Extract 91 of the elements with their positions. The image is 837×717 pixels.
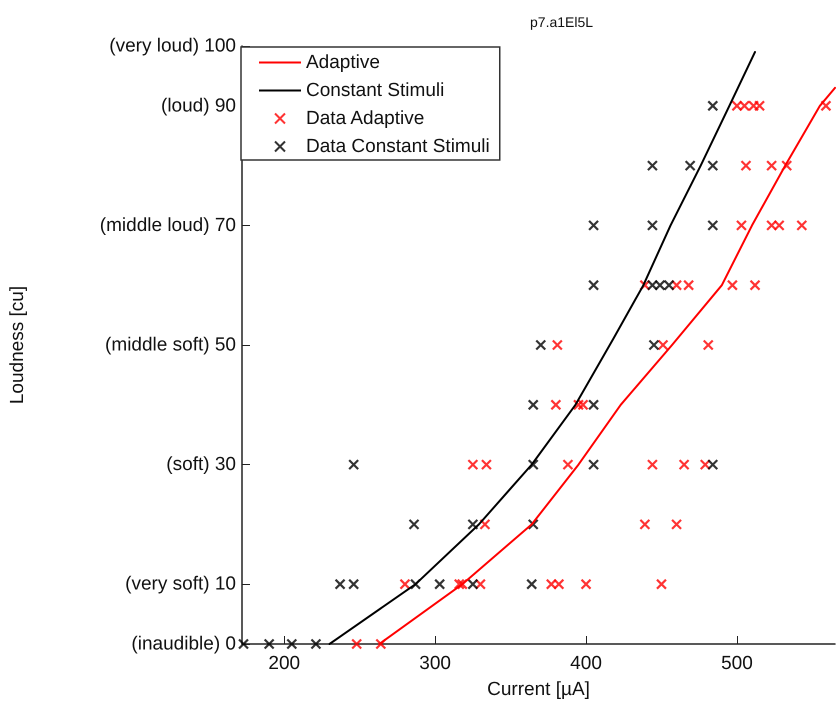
y-tick-label: (soft) 30 bbox=[166, 454, 236, 476]
point bbox=[334, 578, 346, 590]
point bbox=[670, 280, 682, 291]
point bbox=[639, 518, 650, 530]
point bbox=[588, 220, 600, 231]
x-tick-label: 500 bbox=[721, 653, 753, 674]
point bbox=[646, 160, 658, 172]
point bbox=[754, 100, 766, 112]
point bbox=[399, 578, 411, 590]
point bbox=[639, 280, 650, 291]
x-tick-label: 200 bbox=[268, 653, 300, 674]
legend-label: Data Constant Stimuli bbox=[306, 136, 490, 157]
point bbox=[796, 220, 808, 231]
point bbox=[707, 220, 718, 231]
point bbox=[707, 100, 718, 112]
point bbox=[740, 160, 752, 172]
point bbox=[702, 339, 714, 351]
point bbox=[646, 220, 658, 231]
point bbox=[572, 399, 584, 410]
point bbox=[766, 160, 778, 172]
point bbox=[736, 220, 748, 231]
point bbox=[678, 459, 690, 470]
y-tick-label: (inaudible) 0 bbox=[131, 634, 236, 654]
point bbox=[646, 280, 658, 291]
point bbox=[528, 459, 539, 470]
point bbox=[479, 518, 491, 530]
point bbox=[588, 399, 600, 410]
x-axis-title: Current [µA] bbox=[487, 679, 590, 700]
point bbox=[670, 518, 682, 530]
point bbox=[434, 578, 446, 590]
point bbox=[748, 100, 760, 112]
point bbox=[528, 399, 539, 410]
point bbox=[375, 638, 386, 650]
y-tick-label: (middle loud) 70 bbox=[100, 214, 236, 236]
point bbox=[684, 160, 696, 172]
legend-label: Constant Stimuli bbox=[306, 80, 444, 101]
point bbox=[781, 160, 792, 172]
point bbox=[410, 578, 422, 590]
x-tick-label: 300 bbox=[419, 653, 451, 674]
point bbox=[648, 339, 660, 351]
point bbox=[480, 459, 492, 470]
x-tick-label: 400 bbox=[570, 653, 602, 674]
point bbox=[580, 578, 592, 590]
point bbox=[683, 280, 694, 291]
point bbox=[264, 638, 275, 650]
point bbox=[408, 518, 420, 530]
legend-label: Data Adaptive bbox=[306, 108, 424, 129]
point bbox=[738, 100, 750, 112]
point bbox=[707, 459, 718, 470]
point bbox=[474, 578, 486, 590]
point bbox=[774, 220, 785, 231]
point bbox=[766, 220, 778, 231]
point bbox=[467, 459, 478, 470]
point bbox=[348, 459, 360, 470]
y-tick-label: (very soft) 10 bbox=[125, 574, 236, 595]
point bbox=[467, 578, 478, 590]
point bbox=[550, 399, 562, 410]
point bbox=[700, 459, 711, 470]
point bbox=[535, 339, 546, 351]
y-tick-label: (middle soft) 50 bbox=[105, 334, 236, 356]
point bbox=[562, 459, 574, 470]
point bbox=[526, 578, 538, 590]
point bbox=[820, 100, 832, 112]
point bbox=[310, 638, 322, 650]
legend-label: Adaptive bbox=[306, 52, 380, 73]
point bbox=[646, 459, 658, 470]
point bbox=[663, 280, 675, 291]
chart-title: p7.a1El5L bbox=[530, 14, 594, 30]
point bbox=[528, 518, 539, 530]
point bbox=[726, 280, 738, 291]
point bbox=[351, 638, 362, 650]
point bbox=[454, 578, 465, 590]
y-tick-label: (very loud) 100 bbox=[109, 36, 236, 56]
point bbox=[286, 638, 298, 650]
point bbox=[348, 578, 360, 590]
point bbox=[553, 578, 564, 590]
point bbox=[588, 280, 600, 291]
point bbox=[749, 280, 761, 291]
point bbox=[456, 578, 468, 590]
point bbox=[731, 100, 743, 112]
y-tick-label: (loud) 90 bbox=[161, 95, 236, 116]
point bbox=[707, 160, 718, 172]
point bbox=[656, 578, 668, 590]
point bbox=[577, 399, 589, 410]
point bbox=[467, 518, 478, 530]
point bbox=[546, 578, 557, 590]
point bbox=[552, 339, 563, 351]
point bbox=[654, 280, 666, 291]
point bbox=[657, 339, 669, 351]
y-axis-title: Loudness [cu] bbox=[7, 286, 28, 404]
point bbox=[588, 459, 600, 470]
